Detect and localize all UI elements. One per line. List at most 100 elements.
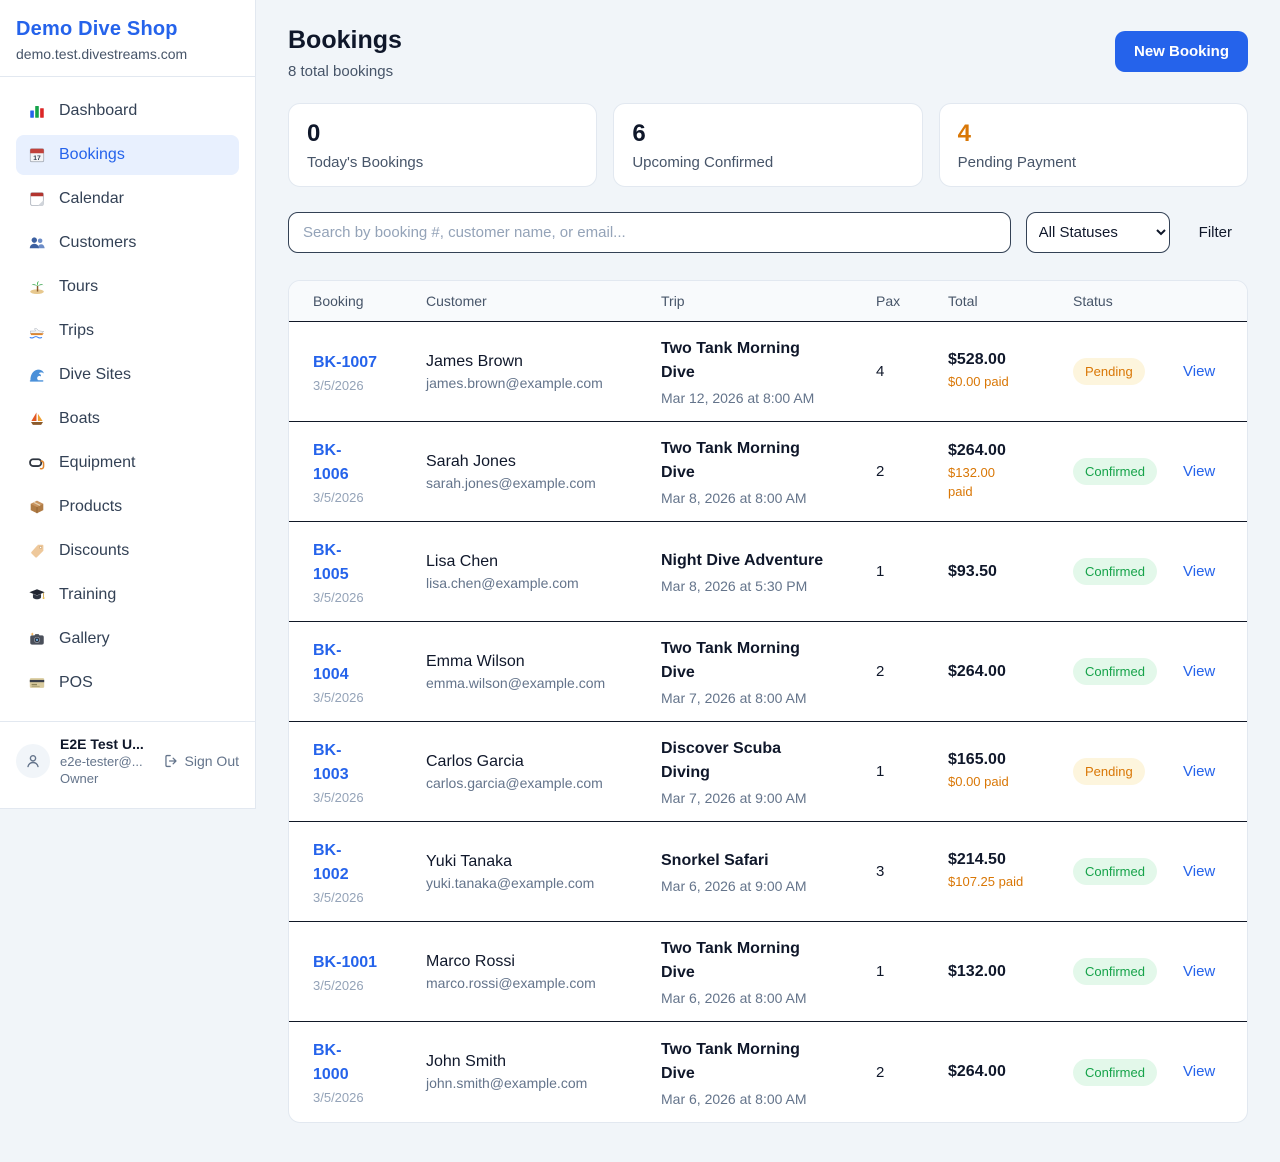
filter-button[interactable]: Filter	[1198, 224, 1232, 241]
sidebar-item[interactable]: Calendar	[16, 179, 239, 219]
stat-value: 0	[307, 120, 321, 147]
sidebar-item[interactable]: Tours	[16, 267, 239, 307]
table-row: BK- 1004 3/5/2026 Emma Wilson emma.wilso…	[289, 622, 1247, 722]
view-link[interactable]: View	[1183, 762, 1216, 780]
view-link[interactable]: View	[1183, 1063, 1216, 1080]
status-select[interactable]: All Statuses	[1025, 212, 1170, 253]
customer-email: marco.rossi@example.com	[426, 974, 596, 991]
sidebar-item[interactable]: Boats	[16, 399, 239, 439]
main-content: Bookings 8 total bookings New Booking 0 …	[256, 0, 1280, 1162]
stat-label: Upcoming Confirmed	[632, 154, 774, 172]
page-title: Bookings	[288, 26, 402, 54]
sidebar-item[interactable]: Products	[16, 487, 239, 527]
booking-created-date: 3/5/2026	[313, 1090, 364, 1105]
trip-name: Two Tank Morning Dive	[661, 640, 800, 681]
status-badge: Confirmed	[1073, 658, 1157, 685]
status-badge: Confirmed	[1073, 858, 1157, 885]
sidebar-item[interactable]: POS	[16, 663, 239, 703]
pax-count: 2	[876, 1063, 885, 1081]
sidebar-item-label: Training	[59, 586, 117, 603]
pax-count: 1	[876, 763, 885, 780]
new-booking-button[interactable]: New Booking	[1114, 31, 1248, 72]
view-link[interactable]: View	[1183, 362, 1216, 380]
column-header: Total	[948, 293, 978, 309]
booking-created-date: 3/5/2026	[313, 977, 364, 993]
sidebar-item[interactable]: Trips	[16, 311, 239, 351]
logo-block: Demo Dive Shop demo.test.divestreams.com	[0, 0, 255, 77]
status-badge: Pending	[1073, 758, 1145, 785]
trip-datetime: Mar 8, 2026 at 5:30 PM	[661, 578, 808, 594]
sidebar-item-label: Customers	[59, 234, 137, 251]
sidebar-item-label: Dive Sites	[59, 366, 132, 383]
sidebar-item[interactable]: Equipment	[16, 443, 239, 483]
pax-count: 2	[876, 663, 885, 680]
sign-out-button[interactable]: Sign Out	[163, 753, 239, 769]
sidebar-item[interactable]: Dashboard	[16, 91, 239, 131]
stat-card: 6 Upcoming Confirmed	[613, 103, 923, 187]
customer-name: Yuki Tanaka	[426, 852, 512, 870]
sidebar-item-label: Products	[59, 498, 123, 515]
trip-name: Discover Scuba Diving	[661, 740, 782, 781]
booking-number-link[interactable]: BK- 1003	[313, 741, 349, 783]
table-row: BK-1001 3/5/2026 Marco Rossi marco.rossi…	[289, 922, 1247, 1022]
booking-number-link[interactable]: BK- 1004	[313, 641, 349, 683]
sidebar: Demo Dive Shop demo.test.divestreams.com…	[0, 0, 256, 809]
sidebar-item-label: POS	[59, 674, 93, 691]
view-link[interactable]: View	[1183, 662, 1216, 680]
booking-number-link[interactable]: BK-1001	[313, 953, 378, 971]
filter-row: All Statuses Filter	[288, 212, 1248, 253]
total-amount: $93.50	[948, 562, 997, 580]
status-badge: Confirmed	[1073, 458, 1157, 485]
table-body: BK-1007 3/5/2026 James Brown james.brown…	[289, 322, 1247, 1122]
table-row: BK- 1002 3/5/2026 Yuki Tanaka yuki.tanak…	[289, 822, 1247, 922]
trip-name: Two Tank Morning Dive	[661, 340, 800, 381]
sidebar-item-label: Gallery	[59, 630, 110, 647]
booking-number-link[interactable]: BK- 1005	[313, 541, 349, 583]
trip-name: Two Tank Morning Dive	[661, 440, 800, 481]
customer-name: Carlos Garcia	[426, 752, 524, 770]
sidebar-item[interactable]: Gallery	[16, 619, 239, 659]
paid-amount: $0.00 paid	[948, 774, 1009, 790]
booking-number-link[interactable]: BK- 1002	[313, 841, 349, 883]
trip-datetime: Mar 7, 2026 at 8:00 AM	[661, 690, 807, 706]
status-badge: Confirmed	[1073, 558, 1157, 585]
search-input[interactable]	[288, 212, 1011, 253]
sidebar-item[interactable]: Discounts	[16, 531, 239, 571]
booking-number-link[interactable]: BK- 1000	[313, 1042, 349, 1083]
paid-amount: $132.00 paid	[948, 464, 995, 499]
trip-name: Two Tank Morning Dive	[661, 1040, 800, 1082]
sidebar-item-label: Tours	[59, 278, 99, 295]
user-email: e2e-tester@...	[60, 754, 143, 769]
pax-count: 1	[876, 963, 885, 980]
total-amount: $264.00	[948, 662, 1006, 680]
customer-name: James Brown	[426, 352, 523, 370]
paid-amount: $0.00 paid	[948, 374, 1009, 390]
trip-datetime: Mar 6, 2026 at 8:00 AM	[661, 990, 807, 1006]
sidebar-item[interactable]: Dive Sites	[16, 355, 239, 395]
customer-name: Sarah Jones	[426, 452, 516, 470]
customer-email: john.smith@example.com	[426, 1075, 588, 1091]
booking-number-link[interactable]: BK- 1006	[313, 441, 349, 483]
app-domain: demo.test.divestreams.com	[16, 46, 188, 62]
customers-icon	[28, 234, 46, 252]
view-link[interactable]: View	[1183, 862, 1216, 880]
sidebar-item[interactable]: Training	[16, 575, 239, 615]
dashboard-icon	[28, 102, 46, 120]
booking-number-link[interactable]: BK-1007	[313, 353, 378, 371]
view-link[interactable]: View	[1183, 962, 1216, 980]
customer-email: carlos.garcia@example.com	[426, 774, 603, 791]
pax-count: 2	[876, 463, 885, 480]
sidebar-item[interactable]: Customers	[16, 223, 239, 263]
view-link[interactable]: View	[1183, 462, 1216, 480]
table-row: BK- 1003 3/5/2026 Carlos Garcia carlos.g…	[289, 722, 1247, 822]
sign-out-icon	[164, 754, 177, 768]
trip-datetime: Mar 7, 2026 at 9:00 AM	[661, 790, 807, 806]
customer-email: yuki.tanaka@example.com	[426, 874, 595, 891]
pax-count: 4	[876, 363, 885, 380]
products-box-icon	[28, 498, 46, 516]
sidebar-item[interactable]: 17 Bookings	[16, 135, 239, 175]
customer-email: sarah.jones@example.com	[426, 474, 596, 491]
view-link[interactable]: View	[1183, 562, 1216, 580]
discounts-tag-icon	[28, 542, 46, 560]
stat-card: 0 Today's Bookings	[288, 103, 598, 187]
